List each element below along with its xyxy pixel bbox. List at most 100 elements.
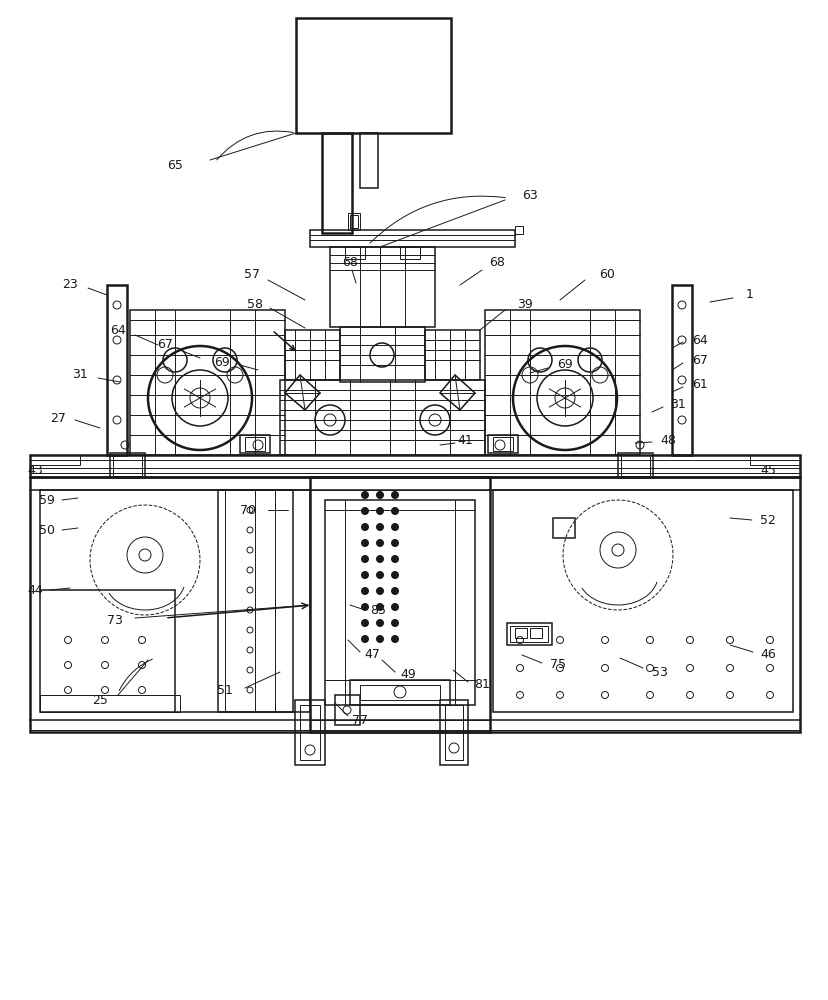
Bar	[280, 380, 484, 455]
Bar	[349, 680, 450, 705]
Circle shape	[361, 524, 368, 530]
Circle shape	[361, 587, 368, 594]
Bar	[348, 213, 359, 230]
Bar	[245, 437, 265, 451]
Text: 64: 64	[110, 324, 126, 336]
Text: 70: 70	[240, 504, 256, 516]
Text: 67: 67	[691, 354, 707, 366]
Text: 50: 50	[39, 524, 55, 536]
Text: 65: 65	[167, 159, 183, 172]
Bar	[349, 215, 358, 228]
Bar	[330, 247, 435, 327]
Bar	[40, 490, 310, 712]
Circle shape	[391, 540, 398, 546]
Text: 47: 47	[363, 648, 379, 662]
Circle shape	[361, 491, 368, 498]
Bar	[493, 437, 513, 451]
Bar	[514, 226, 522, 234]
Circle shape	[361, 556, 368, 562]
Text: 57: 57	[243, 268, 260, 282]
Circle shape	[391, 619, 398, 626]
Bar	[339, 327, 425, 382]
Circle shape	[376, 556, 383, 562]
Circle shape	[376, 491, 383, 498]
Bar	[113, 455, 142, 476]
Text: 58: 58	[247, 298, 262, 312]
Text: 63: 63	[522, 189, 537, 202]
Bar	[484, 310, 639, 455]
Text: 75: 75	[549, 658, 566, 672]
Text: 1: 1	[745, 288, 753, 302]
Bar	[30, 477, 799, 732]
Circle shape	[361, 636, 368, 642]
Text: 67: 67	[156, 338, 173, 352]
Circle shape	[361, 540, 368, 546]
Circle shape	[361, 572, 368, 578]
Circle shape	[361, 619, 368, 626]
Bar	[344, 247, 364, 259]
Text: 52: 52	[759, 514, 775, 526]
Text: 68: 68	[489, 256, 504, 269]
Bar	[107, 285, 127, 455]
Text: 61: 61	[691, 378, 707, 391]
Circle shape	[391, 556, 398, 562]
Circle shape	[376, 572, 383, 578]
Text: 31: 31	[72, 368, 88, 381]
Bar	[672, 285, 691, 455]
Circle shape	[376, 524, 383, 530]
Text: 53: 53	[652, 666, 667, 678]
Circle shape	[376, 636, 383, 642]
Circle shape	[376, 540, 383, 546]
Bar	[425, 330, 479, 380]
Bar	[40, 695, 180, 712]
Bar	[620, 455, 649, 476]
Text: 60: 60	[599, 268, 614, 282]
Circle shape	[361, 508, 368, 514]
Text: 27: 27	[50, 412, 66, 424]
Bar	[130, 310, 285, 455]
Bar	[30, 455, 80, 465]
Circle shape	[391, 491, 398, 498]
Bar	[529, 628, 542, 638]
Text: 39: 39	[517, 298, 532, 312]
Bar	[359, 133, 378, 188]
Bar	[507, 623, 551, 645]
Bar	[30, 455, 799, 477]
Text: 81: 81	[474, 678, 489, 692]
Text: 23: 23	[62, 278, 78, 292]
Circle shape	[376, 619, 383, 626]
Text: 44: 44	[27, 584, 43, 596]
Bar	[325, 500, 474, 705]
Circle shape	[376, 587, 383, 594]
Circle shape	[391, 524, 398, 530]
Bar	[310, 230, 514, 247]
Bar	[493, 490, 792, 712]
Bar	[488, 435, 518, 453]
Text: 73: 73	[107, 613, 123, 626]
Circle shape	[376, 603, 383, 610]
Bar	[300, 705, 320, 760]
Bar	[110, 453, 145, 478]
Bar	[295, 700, 325, 765]
Bar	[218, 490, 292, 712]
Circle shape	[391, 587, 398, 594]
Bar	[552, 518, 575, 538]
Text: 25: 25	[92, 694, 108, 706]
Bar	[400, 247, 420, 259]
Bar	[321, 133, 352, 233]
Text: 46: 46	[759, 648, 775, 662]
Text: 48: 48	[659, 434, 675, 446]
Text: 68: 68	[342, 256, 358, 269]
Text: 77: 77	[352, 713, 368, 726]
Circle shape	[376, 508, 383, 514]
Bar	[335, 695, 359, 725]
Text: 49: 49	[400, 668, 416, 682]
Text: 85: 85	[369, 603, 386, 616]
Bar	[749, 455, 799, 465]
Bar	[617, 453, 652, 478]
Bar	[310, 477, 489, 732]
Text: 69: 69	[214, 356, 229, 368]
Bar	[509, 626, 547, 642]
Bar	[285, 330, 339, 380]
Circle shape	[391, 572, 398, 578]
